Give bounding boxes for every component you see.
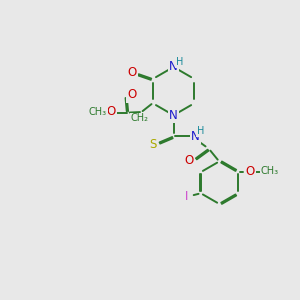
Text: S: S [149, 138, 157, 151]
Text: O: O [106, 105, 116, 118]
Text: O: O [128, 66, 137, 79]
Text: N: N [169, 60, 178, 73]
Text: N: N [169, 109, 178, 122]
Text: O: O [127, 88, 136, 101]
Text: CH₃: CH₃ [88, 107, 106, 117]
Text: CH₂: CH₂ [131, 113, 149, 124]
Text: O: O [245, 165, 254, 178]
Text: O: O [185, 154, 194, 167]
Text: N: N [191, 130, 200, 143]
Text: I: I [185, 190, 189, 203]
Text: H: H [197, 126, 204, 136]
Text: H: H [176, 57, 184, 67]
Text: CH₃: CH₃ [261, 167, 279, 176]
